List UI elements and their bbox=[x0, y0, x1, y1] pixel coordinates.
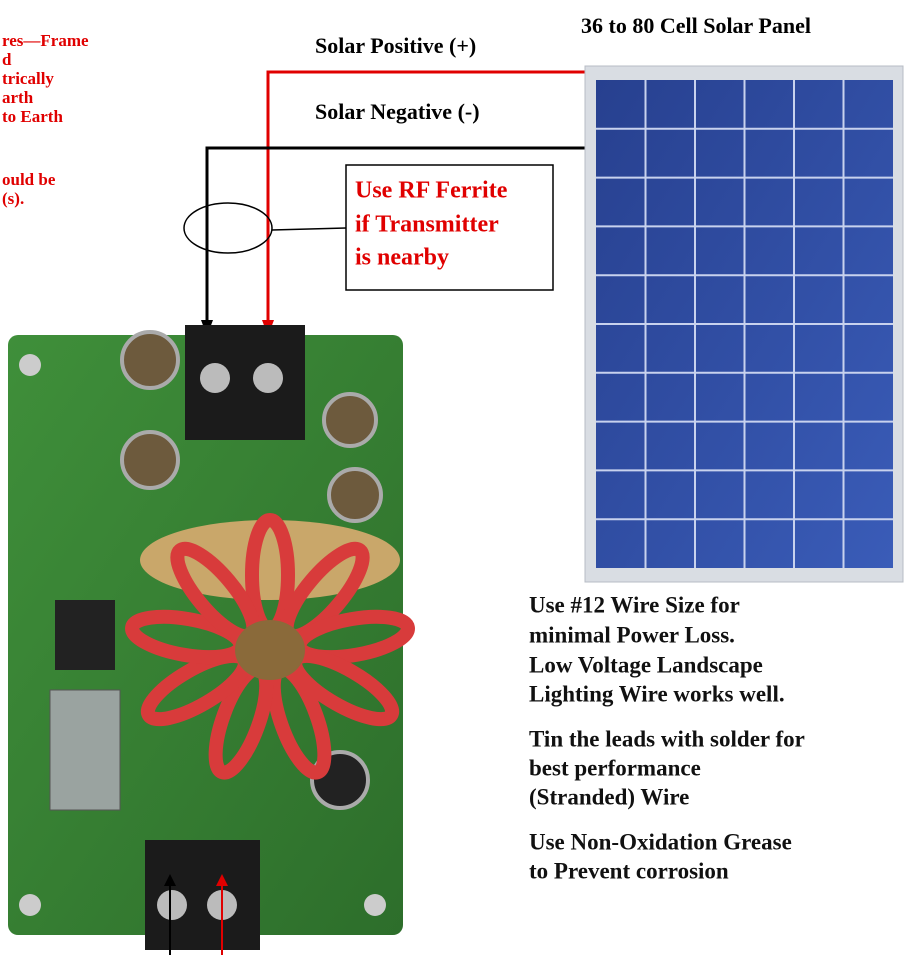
note-line: to Prevent corrosion bbox=[529, 858, 729, 883]
chip bbox=[55, 600, 115, 670]
hole bbox=[364, 894, 386, 916]
ferrite-line: Use RF Ferrite bbox=[355, 178, 508, 204]
top-left-note: res—Frame d trically arth to Earth ould … bbox=[2, 31, 89, 208]
ferrite-ellipse bbox=[184, 203, 272, 253]
notes: Use #12 Wire Size for minimal Power Loss… bbox=[529, 592, 805, 883]
note-line: minimal Power Loss. bbox=[529, 622, 735, 647]
hole bbox=[19, 894, 41, 916]
note-line: (s). bbox=[2, 189, 24, 208]
screw bbox=[200, 363, 230, 393]
note-line: best performance bbox=[529, 755, 701, 780]
capacitor bbox=[122, 332, 178, 388]
note-line: (Stranded) Wire bbox=[529, 784, 689, 809]
note-line: arth bbox=[2, 88, 34, 107]
capacitor bbox=[329, 469, 381, 521]
note-line: Lighting Wire works well. bbox=[529, 681, 785, 706]
note-line: res—Frame bbox=[2, 31, 89, 50]
panel-title: 36 to 80 Cell Solar Panel bbox=[581, 13, 811, 38]
capacitor bbox=[324, 394, 376, 446]
note-line: d bbox=[2, 50, 12, 69]
screw bbox=[253, 363, 283, 393]
capacitor bbox=[122, 432, 178, 488]
ferrite-line: is nearby bbox=[355, 245, 449, 271]
note-line: Use #12 Wire Size for bbox=[529, 592, 740, 617]
note-line: Low Voltage Landscape bbox=[529, 652, 763, 677]
toroid-core bbox=[235, 620, 305, 680]
note-line: trically bbox=[2, 69, 54, 88]
leader-line bbox=[272, 228, 346, 230]
ferrite-line: if Transmitter bbox=[355, 212, 499, 238]
screw bbox=[157, 890, 187, 920]
solar-negative-label: Solar Negative (-) bbox=[315, 99, 480, 124]
display bbox=[50, 690, 120, 810]
solar-positive-label: Solar Positive (+) bbox=[315, 33, 476, 58]
note-line: to Earth bbox=[2, 107, 63, 126]
note-line: ould be bbox=[2, 170, 56, 189]
controller-board bbox=[8, 325, 411, 950]
solar-panel bbox=[585, 66, 903, 582]
note-line: Use Non-Oxidation Grease bbox=[529, 829, 792, 854]
diagram: res—Frame d trically arth to Earth ould … bbox=[0, 0, 918, 955]
hole bbox=[19, 354, 41, 376]
note-line: Tin the leads with solder for bbox=[529, 726, 805, 751]
